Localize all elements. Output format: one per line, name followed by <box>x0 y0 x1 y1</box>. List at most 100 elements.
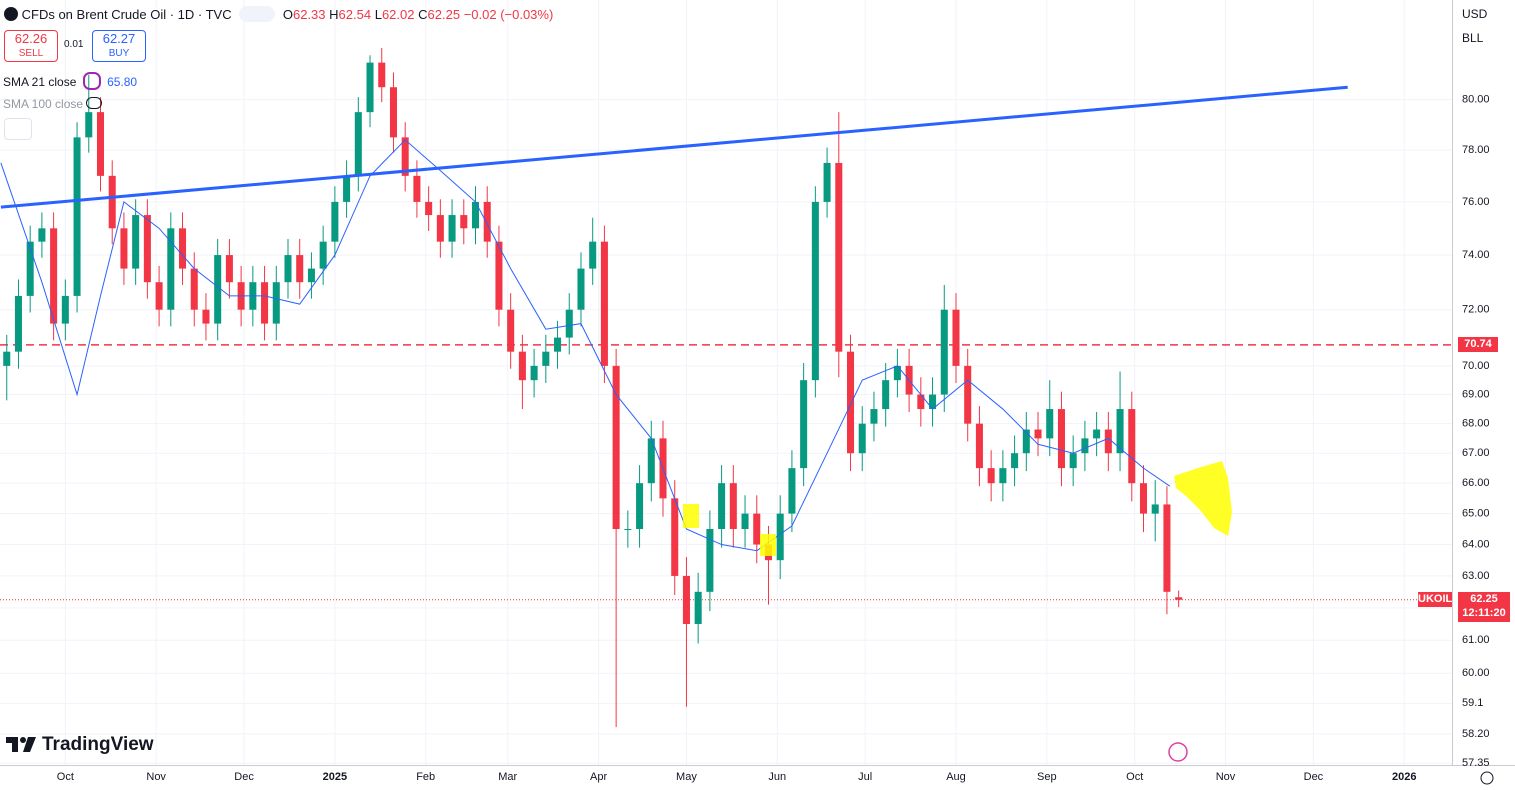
y-tick-label: 58.20 <box>1462 728 1490 740</box>
candle-body <box>132 215 140 269</box>
last-price: 62.25 <box>1470 593 1498 606</box>
candle-body <box>307 268 315 283</box>
candle-body <box>296 255 304 283</box>
collapse-button[interactable] <box>4 118 32 140</box>
candle-body <box>425 201 433 216</box>
brand: TradingView <box>42 734 154 755</box>
y-tick-label: 68.00 <box>1462 418 1490 430</box>
y-tick-label: 64.00 <box>1462 538 1490 550</box>
indicator-name: SMA 100 close <box>3 97 84 111</box>
candle-body <box>214 255 222 324</box>
indicator-icon <box>82 72 101 90</box>
x-tick-label: Mar <box>498 771 517 783</box>
candle-body <box>671 498 679 576</box>
unit[interactable]: BLL <box>1462 31 1484 45</box>
candle-body <box>753 513 761 545</box>
y-tick-label: 57.35 <box>1462 757 1490 769</box>
candle-body <box>741 513 749 530</box>
settings-icon[interactable] <box>1480 771 1494 785</box>
highlights <box>683 461 1232 556</box>
candle-body <box>26 241 34 296</box>
replay-icon[interactable] <box>1168 742 1188 762</box>
candle-body <box>389 87 397 138</box>
candle-body <box>600 241 608 366</box>
highlight <box>1174 461 1232 536</box>
candle-body <box>917 394 925 410</box>
sell-button[interactable]: 62.26 SELL <box>4 30 58 62</box>
symbol-title: CFDs on Brent Crude Oil · 1D · TVC <box>21 7 232 22</box>
level-label: 70.74 <box>1458 337 1498 353</box>
candle-body <box>1116 409 1124 454</box>
symbol-icon <box>4 7 18 21</box>
candle-body <box>1069 453 1077 469</box>
candle-body <box>190 268 198 310</box>
candle-body <box>1046 409 1054 439</box>
candle-body <box>589 241 597 269</box>
candle-body <box>1139 483 1148 514</box>
ohlc-label: C <box>418 7 428 22</box>
candle-body <box>401 137 409 176</box>
candle-body <box>1151 504 1159 514</box>
ohlc-label: H <box>329 7 339 22</box>
y-tick-label: 74.00 <box>1462 249 1490 261</box>
candle-body <box>179 228 187 269</box>
candle-body <box>565 309 573 338</box>
candle-body <box>1011 453 1019 469</box>
candle-body <box>729 483 737 530</box>
candle-body <box>167 228 175 310</box>
candle-body <box>647 438 655 484</box>
candle-body <box>788 468 796 514</box>
buy-button[interactable]: 62.27 BUY <box>92 30 146 62</box>
symbol-label: UKOIL <box>1418 592 1453 608</box>
candle-body <box>542 351 550 366</box>
highlight <box>683 504 699 528</box>
candle-body <box>530 365 538 381</box>
candle-body <box>999 468 1007 484</box>
ohlc-value: 62.25 <box>427 7 461 22</box>
y-tick-label: 66.00 <box>1462 477 1490 489</box>
x-tick-label: Apr <box>590 771 607 783</box>
candle-body <box>319 241 327 269</box>
candle-body <box>155 282 163 310</box>
hidden-icon[interactable] <box>86 97 103 109</box>
candle-body <box>1175 597 1183 600</box>
candle-body <box>261 282 269 324</box>
candle-body <box>1057 409 1065 469</box>
candle-body <box>460 215 468 229</box>
y-tick-label: 78.00 <box>1462 144 1490 156</box>
x-tick-label: Feb <box>416 771 435 783</box>
highlight <box>760 534 776 556</box>
candle-body <box>987 468 995 484</box>
y-tick-label: 59.1 <box>1462 697 1483 709</box>
sma-line <box>0 139 1171 552</box>
logo: TradingView <box>6 734 154 755</box>
y-tick-label: 80.00 <box>1462 94 1490 106</box>
candle-body <box>483 201 491 242</box>
candle-body <box>108 175 116 229</box>
candle-body <box>694 591 702 624</box>
y-tick-label: 69.00 <box>1462 388 1490 400</box>
x-tick-label: Oct <box>1126 771 1143 783</box>
candle-body <box>3 351 11 366</box>
indicator: SMA 21 close 65.80 <box>3 72 137 90</box>
candle-body <box>823 162 831 202</box>
candle-body <box>1093 429 1101 439</box>
candle-body <box>835 162 843 352</box>
candle-body <box>975 423 983 469</box>
x-tick-label: Nov <box>146 771 166 783</box>
candle-body <box>811 201 819 381</box>
candle-body <box>882 380 890 410</box>
status-badge[interactable] <box>239 6 276 22</box>
candle-body <box>870 409 878 424</box>
sell-price: 62.26 <box>14 31 48 46</box>
candle-body <box>577 268 585 310</box>
candle-body <box>343 175 351 202</box>
x-tick-label: May <box>676 771 697 783</box>
candle-body <box>940 309 948 395</box>
trendline <box>0 85 1348 209</box>
currency[interactable]: USD <box>1462 7 1488 21</box>
y-tick-label: 65.00 <box>1462 508 1490 520</box>
candle-body <box>1104 429 1112 454</box>
candle-body <box>85 112 93 138</box>
